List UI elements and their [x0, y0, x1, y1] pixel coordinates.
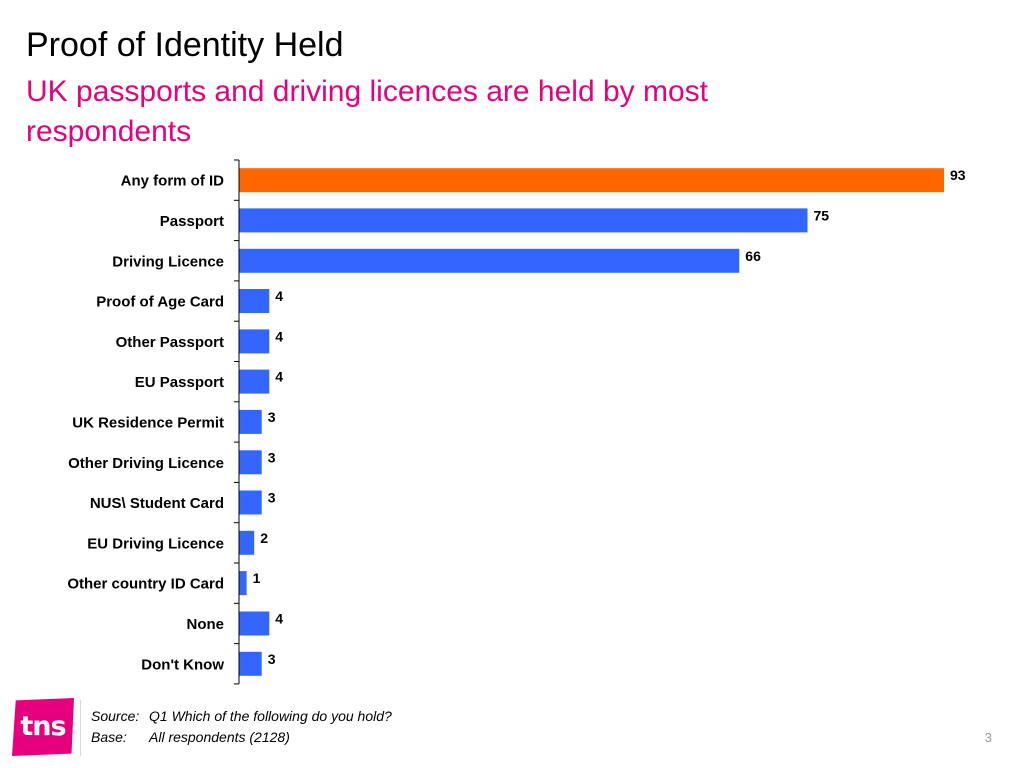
category-label: Other Driving Licence — [68, 455, 224, 472]
bar-proof-of-age-card — [239, 289, 270, 313]
data-label: 4 — [275, 288, 283, 304]
base-label: Base: — [91, 729, 127, 745]
category-label: Driving Licence — [112, 253, 224, 270]
category-label: Don't Know — [141, 656, 224, 673]
footer-divider — [80, 700, 81, 756]
category-label: EU Passport — [135, 374, 224, 391]
category-label: EU Driving Licence — [87, 535, 224, 552]
axis-ticks-layer — [234, 159, 239, 685]
category-label: Proof of Age Card — [96, 294, 224, 311]
base-text: All respondents (2128) — [149, 729, 290, 745]
data-label: 4 — [275, 328, 283, 344]
tns-logo-text: tns — [20, 711, 66, 742]
data-label: 93 — [950, 167, 966, 183]
data-label: 3 — [268, 449, 276, 465]
data-label: 4 — [275, 611, 283, 627]
bar-eu-passport — [239, 369, 270, 394]
data-label: 1 — [253, 570, 261, 586]
slide-subtitle: UK passports and driving licences are he… — [26, 75, 709, 148]
bars-layer — [239, 168, 944, 676]
data-label: 3 — [268, 409, 276, 425]
data-label: 75 — [814, 207, 830, 223]
bar-other-country-id-card — [239, 571, 247, 596]
category-label: Other Passport — [116, 334, 224, 351]
bar-don-t-know — [239, 651, 262, 676]
bar-none — [239, 611, 270, 636]
category-label: NUS\ Student Card — [90, 495, 224, 512]
data-label: 3 — [268, 651, 276, 667]
category-label: Passport — [160, 213, 224, 230]
bar-passport — [239, 208, 808, 233]
category-label: UK Residence Permit — [72, 414, 224, 431]
data-label: 2 — [260, 530, 268, 546]
bar-other-passport — [239, 329, 270, 354]
category-label: Other country ID Card — [67, 576, 224, 593]
page-number: 3 — [984, 730, 992, 745]
bar-driving-licence — [239, 248, 740, 273]
source-text: Q1 Which of the following do you hold? — [149, 708, 392, 724]
base-note: Base: All respondents (2128) — [91, 728, 290, 746]
labels-layer: Any form of ID 93 Passport 75 Driving Licenc… — [67, 167, 965, 673]
bar-nus-student-card — [239, 490, 262, 515]
bar-other-driving-licence — [239, 450, 262, 475]
slide-title: Proof of Identity Held — [26, 26, 344, 64]
bar-chart: Any form of ID 93 Passport 75 Driving Licenc… — [67, 159, 966, 685]
data-label: 4 — [275, 369, 283, 385]
bar-uk-residence-permit — [239, 409, 262, 434]
source-label: Source: — [91, 708, 140, 724]
bar-eu-driving-licence — [239, 530, 255, 555]
bar-any-form-of-id — [239, 168, 944, 193]
category-label: None — [187, 616, 225, 633]
source-note: Source: Q1 Which of the following do you … — [91, 707, 392, 725]
tns-logo: tns — [12, 698, 74, 756]
data-label: 66 — [745, 248, 761, 264]
category-label: Any form of ID — [121, 173, 224, 190]
data-label: 3 — [268, 490, 276, 506]
